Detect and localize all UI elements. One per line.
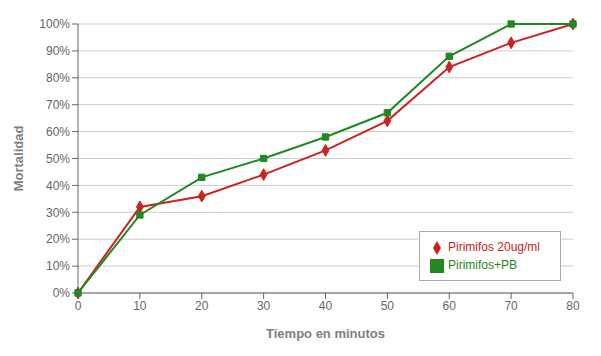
svg-text:0%: 0% [53,286,71,300]
svg-text:70%: 70% [46,98,70,112]
svg-text:10%: 10% [46,259,70,273]
svg-text:80%: 80% [46,71,70,85]
svg-text:50: 50 [381,299,395,313]
svg-text:20: 20 [195,299,209,313]
svg-text:60%: 60% [46,125,70,139]
svg-text:20%: 20% [46,232,70,246]
svg-text:Mortalidad: Mortalidad [11,126,26,192]
html-text:Pirimifos 20ug/ml: Pirimifos 20ug/ml [448,240,540,254]
svg-text:30: 30 [257,299,271,313]
svg-text:0: 0 [75,299,82,313]
svg-text:80: 80 [566,299,580,313]
svg-text:50%: 50% [46,152,70,166]
svg-text:Tiempo en minutos: Tiempo en minutos [266,326,385,341]
svg-text:70: 70 [504,299,518,313]
svg-text:10: 10 [133,299,147,313]
svg-text:90%: 90% [46,44,70,58]
svg-text:60: 60 [443,299,457,313]
svg-text:30%: 30% [46,206,70,220]
svg-text:40%: 40% [46,179,70,193]
svg-text:40: 40 [319,299,333,313]
svg-text:100%: 100% [39,17,70,31]
html-text:Pirimifos+PB: Pirimifos+PB [448,258,517,272]
